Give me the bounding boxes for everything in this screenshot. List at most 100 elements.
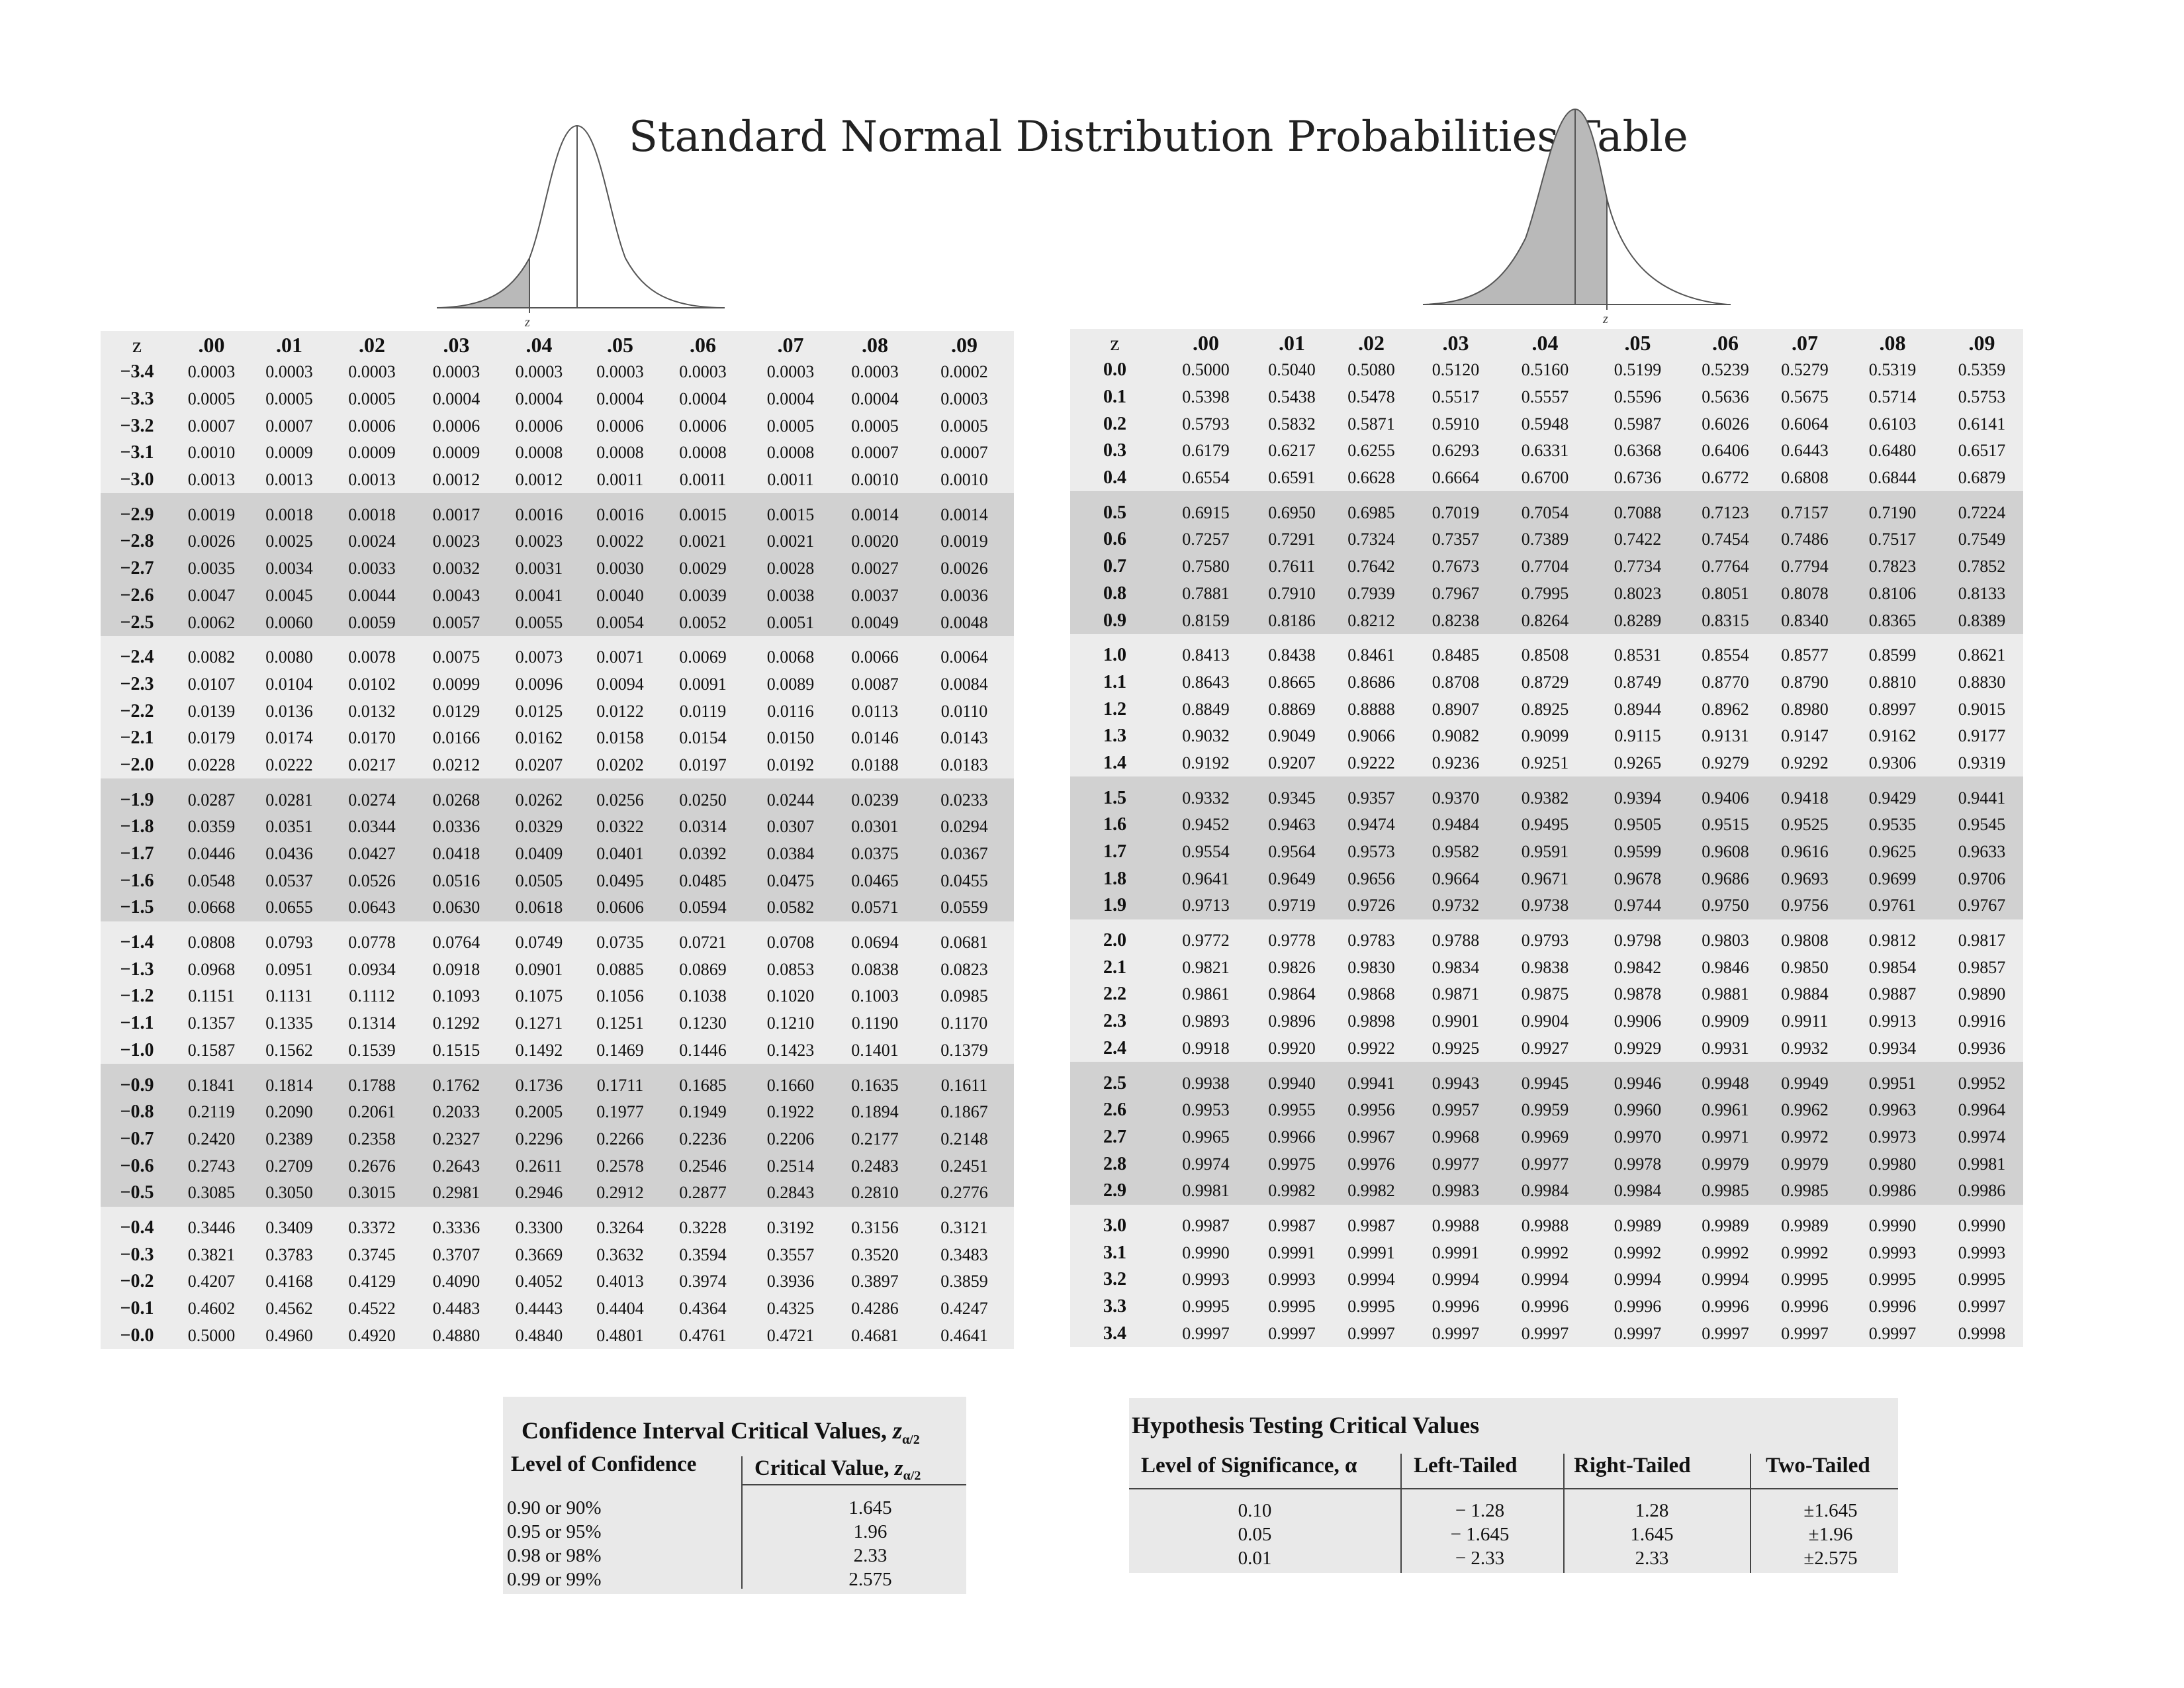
hypothesis-header-right: Right-Tailed: [1574, 1454, 1691, 1477]
probability-cell: 0.0314: [660, 814, 746, 841]
probability-cell: 0.0084: [940, 674, 988, 694]
probability-cell: 0.0029: [660, 555, 746, 583]
probability-cell: 0.1867: [915, 1098, 1014, 1126]
probability-cell: 0.0099: [432, 674, 480, 694]
probability-cell: 0.0002: [940, 362, 988, 382]
probability-cell: 0.0268: [415, 778, 498, 814]
table-row: 2.5 0.9938 0.9940 0.9941 0.9943 0.9945 0.9946 0…: [1070, 1062, 2023, 1097]
probability-cell: 0.0009: [348, 443, 396, 463]
probability-cell: 0.1635: [835, 1064, 915, 1099]
probability-cell: 0.4602: [187, 1299, 236, 1319]
probability-cell: 0.0055: [498, 609, 580, 636]
probability-cell: 0.7157: [1765, 491, 1844, 527]
table-row: −2.7 0.0035 0.0034 0.0033 0.0032 0.0031 0.0030…: [101, 555, 1014, 583]
positive-header-col-9: .09: [1968, 330, 1995, 355]
probability-cell: 0.9115: [1614, 726, 1661, 746]
probability-cell: 0.0045: [250, 582, 329, 610]
probability-cell: 0.8888: [1347, 699, 1395, 719]
z-value-cell: −1.5: [101, 894, 173, 921]
probability-cell: 0.0009: [265, 443, 313, 463]
probability-cell: 0.2611: [498, 1152, 580, 1180]
probability-cell: 0.9997: [1868, 1323, 1917, 1343]
hypothesis-header-left: Left-Tailed: [1414, 1454, 1518, 1477]
probability-cell: 0.0028: [746, 555, 835, 583]
probability-cell: 0.0446: [173, 840, 250, 868]
probability-cell: 0.1762: [415, 1064, 498, 1099]
probability-cell: 0.0869: [679, 959, 727, 979]
probability-cell: 0.7881: [1160, 580, 1252, 608]
probability-cell: 0.1562: [265, 1040, 313, 1060]
probability-cell: 0.9997: [1521, 1323, 1569, 1343]
probability-cell: 0.0020: [835, 528, 915, 555]
probability-cell: 0.5987: [1614, 414, 1662, 434]
probability-cell: 0.9977: [1411, 1150, 1500, 1178]
probability-cell: 0.8186: [1252, 607, 1332, 634]
probability-cell: 0.9997: [1781, 1323, 1829, 1343]
probability-cell: 0.1492: [515, 1040, 563, 1060]
probability-cell: 0.9821: [1182, 957, 1230, 977]
probability-cell: 0.8643: [1182, 672, 1230, 692]
z-value-cell: −0.1: [120, 1298, 154, 1319]
table-row: 2.1 0.9821 0.9826 0.9830 0.9834 0.9838 0.9842 0…: [1070, 954, 2023, 981]
probability-cell: 0.0089: [766, 674, 815, 694]
table-row: 2.7 0.9965 0.9966 0.9967 0.9968 0.9969 0.9970 0…: [1070, 1123, 2023, 1151]
probability-cell: 0.0075: [432, 647, 480, 667]
probability-cell: 0.9996: [1614, 1297, 1662, 1317]
probability-cell: 0.0516: [415, 867, 498, 895]
probability-cell: 0.2236: [660, 1125, 746, 1153]
probability-cell: 0.9706: [1940, 865, 2023, 893]
table-row: 1.4 0.9192 0.9207 0.9222 0.9236 0.9251 0.9265 0…: [1070, 750, 2023, 777]
probability-cell: 0.1539: [348, 1040, 396, 1060]
positive-table-header: z .00 .01 .02 .03 .04 .05 .06 .07 .08 .09: [1070, 329, 2023, 357]
probability-cell: 0.0384: [746, 840, 835, 868]
table-row: −0.3 0.3821 0.3783 0.3745 0.3707 0.3669 0.3632…: [101, 1241, 1014, 1268]
table-row: −3.4 0.0003 0.0003 0.0003 0.0003 0.0003 0.0003…: [101, 359, 1014, 386]
probability-cell: 0.9686: [1686, 865, 1765, 893]
probability-cell: 0.9951: [1844, 1062, 1940, 1097]
probability-cell: 0.0618: [498, 894, 580, 921]
probability-cell: 0.6591: [1268, 468, 1316, 488]
probability-cell: 0.9957: [1411, 1096, 1500, 1124]
z-value-cell: 0.7: [1070, 553, 1160, 581]
probability-cell: 0.9966: [1252, 1123, 1332, 1151]
probability-cell: 0.9901: [1432, 1011, 1480, 1031]
probability-cell: 0.9678: [1590, 865, 1686, 893]
probability-cell: 0.0207: [515, 755, 563, 774]
probability-cell: 0.0024: [329, 528, 415, 555]
probability-cell: 0.0007: [265, 416, 313, 436]
probability-cell: 0.9834: [1432, 957, 1480, 977]
probability-cell: 0.0495: [580, 867, 660, 895]
probability-cell: 0.9940: [1252, 1062, 1332, 1097]
probability-cell: 0.7019: [1411, 491, 1500, 527]
probability-cell: 0.9868: [1347, 984, 1395, 1004]
probability-cell: 0.9463: [1252, 812, 1332, 839]
probability-cell: 0.8365: [1844, 607, 1940, 634]
z-value-cell: 1.7: [1070, 838, 1160, 866]
probability-cell: 0.9989: [1781, 1215, 1829, 1235]
probability-cell: 0.0005: [348, 389, 396, 409]
table-row: 1.2 0.8849 0.8869 0.8888 0.8907 0.8925 0.8944 0…: [1070, 696, 2023, 723]
table-row: −3.1 0.0010 0.0009 0.0009 0.0009 0.0008 0.0008…: [101, 440, 1014, 467]
probability-cell: 0.4168: [265, 1272, 313, 1291]
negative-header-col-5: .05: [607, 332, 633, 357]
probability-cell: 0.8389: [1940, 607, 2023, 634]
probability-cell: 0.0250: [660, 778, 746, 814]
probability-cell: 0.1038: [679, 986, 727, 1006]
probability-cell: 0.0044: [329, 582, 415, 610]
positive-header-col-5: .05: [1624, 330, 1651, 355]
z-value-cell: −0.6: [101, 1152, 173, 1180]
probability-cell: 0.4207: [187, 1272, 236, 1291]
probability-cell: 0.0465: [835, 867, 915, 895]
probability-cell: 0.9878: [1614, 984, 1662, 1004]
probability-cell: 0.0475: [746, 867, 835, 895]
confidence-interval-table: Confidence Interval Critical Values, zα/…: [503, 1397, 966, 1594]
probability-cell: 0.3156: [851, 1217, 899, 1237]
probability-cell: 0.9916: [1958, 1011, 2006, 1031]
probability-cell: 0.4721: [766, 1325, 815, 1345]
probability-cell: 0.3745: [348, 1244, 396, 1264]
table-row: 2.4 0.9918 0.9920 0.9922 0.9925 0.9927 0.9929 0…: [1070, 1035, 2023, 1062]
probability-cell: 0.9991: [1268, 1243, 1316, 1262]
probability-cell: 0.8438: [1268, 645, 1316, 665]
probability-cell: 0.9207: [1268, 753, 1316, 773]
probability-cell: 0.2119: [173, 1098, 250, 1126]
